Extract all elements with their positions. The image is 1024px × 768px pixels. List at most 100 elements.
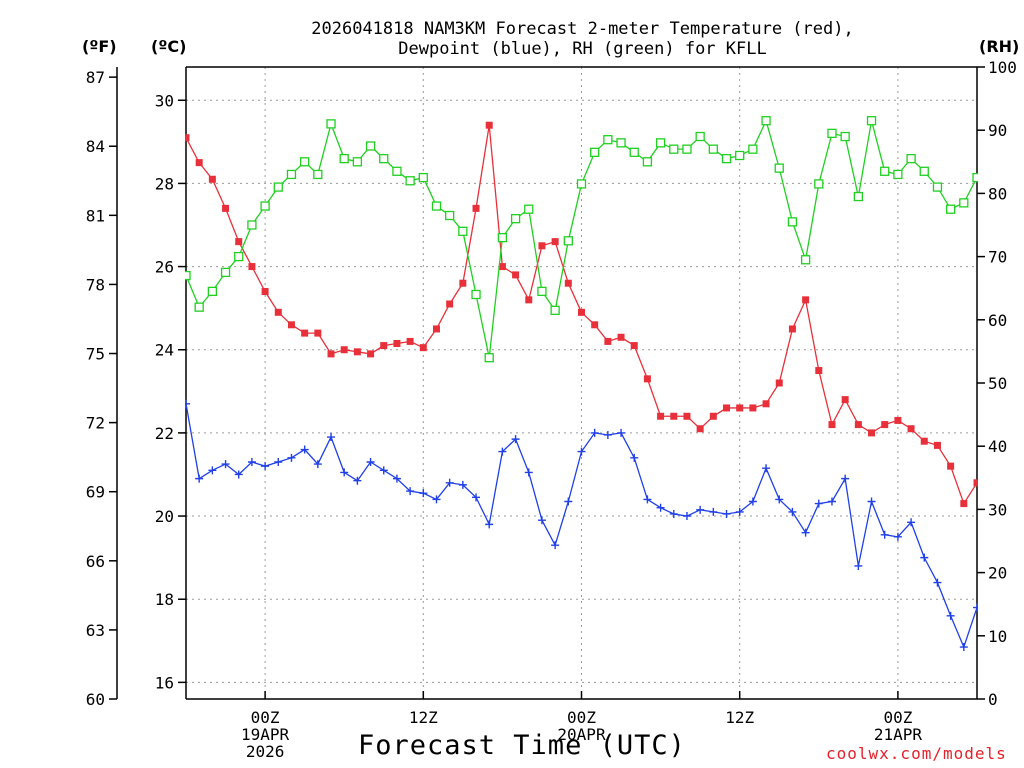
2-meter-temperature-point (578, 308, 585, 316)
dewpoint-point (472, 493, 481, 502)
dewpoint-point (827, 497, 836, 506)
rh-point (326, 119, 336, 129)
rh-tick-label: 30 (988, 500, 1007, 519)
rh-point (629, 147, 639, 157)
dewpoint-point (933, 578, 942, 587)
dewpoint-point (247, 458, 256, 466)
2-meter-temperature-point (868, 429, 876, 437)
2-meter-temperature-point (498, 263, 506, 271)
2-meter-temperature-point (261, 288, 269, 296)
2-meter-temperature-point (301, 329, 309, 337)
dewpoint-point (722, 509, 731, 518)
x-tick-label: 00Z (567, 708, 596, 727)
2-meter-temperature-point (538, 242, 546, 250)
dewpoint-point (854, 561, 863, 570)
x-tick-label: 20APR (557, 725, 606, 744)
rh-tick-label: 40 (988, 437, 1007, 456)
x-tick-label: 00Z (251, 708, 280, 727)
dewpoint-point (498, 447, 507, 456)
2-meter-temperature-point (907, 425, 915, 433)
dewpoint-point (261, 462, 270, 471)
2-meter-temperature-point (683, 412, 691, 420)
2-meter-temperature-point (327, 350, 335, 358)
dewpoint-point (379, 466, 388, 475)
rh-tick-label: 50 (988, 374, 1007, 393)
2-meter-temperature-point (762, 400, 770, 408)
celsius-tick-label: 20 (155, 507, 174, 526)
rh-point (352, 157, 363, 167)
dewpoint-point (669, 509, 678, 518)
dewpoint-series (185, 399, 978, 652)
dewpoint-point (340, 468, 349, 477)
rh-point (365, 141, 376, 151)
2-meter-temperature-point (617, 333, 625, 341)
rh-tick-label: 100 (988, 58, 1017, 77)
2-meter-temperature-point (432, 325, 440, 333)
rh-point (919, 166, 929, 176)
rh-point (339, 153, 349, 164)
x-tick-label: 00Z (883, 708, 912, 727)
2-meter-temperature-point (960, 500, 968, 508)
celsius-tick-label: 30 (155, 91, 174, 110)
fahrenheit-tick-label: 69 (86, 483, 105, 502)
2-meter-temperature-point (446, 300, 454, 308)
dewpoint-point (867, 497, 876, 506)
rh-point (932, 182, 943, 192)
rh-point (550, 305, 560, 315)
2-meter-temperature-point (287, 321, 295, 329)
2-meter-temperature-point (788, 325, 796, 333)
rh-point (563, 236, 573, 246)
rh-point (537, 286, 547, 297)
dewpoint-point (208, 466, 217, 475)
2-meter-temperature-point (222, 204, 230, 212)
rh-tick-label: 90 (988, 121, 1007, 140)
celsius-unit-label: (ºC) (151, 37, 187, 56)
rh-point (708, 144, 718, 154)
2-meter-temperature-point (248, 263, 256, 271)
2-meter-temperature-point (815, 367, 823, 375)
chart-title-line-2: Dewpoint (blue), RH (green) for KFLL (398, 39, 767, 59)
rh-point (840, 131, 850, 142)
rh-point (445, 210, 455, 221)
rh-point (379, 153, 389, 164)
dewpoint-point (735, 507, 744, 516)
dewpoint-point (221, 460, 230, 469)
2-meter-temperature-point (380, 342, 388, 350)
dewpoint-point (959, 643, 968, 652)
rh-line (185, 118, 978, 358)
2-meter-temperature-point (406, 337, 414, 345)
fahrenheit-tick-label: 63 (86, 621, 105, 640)
dewpoint-point (511, 435, 520, 444)
rh-tick-label: 60 (988, 311, 1007, 330)
dewpoint-point (432, 495, 441, 504)
dewpoint-point (366, 458, 375, 466)
2-meter-temperature-point (802, 296, 810, 304)
2-meter-temperature-point (340, 346, 348, 354)
dewpoint-point (946, 611, 955, 620)
rh-tick-label: 0 (988, 690, 998, 709)
rh-point (497, 232, 508, 243)
fahrenheit-tick-label: 84 (86, 137, 105, 156)
dewpoint-point (195, 474, 204, 483)
2-meter-temperature-point (920, 437, 928, 445)
dewpoint-point (630, 453, 639, 462)
rh-tick-label: 20 (988, 564, 1007, 583)
rh-point (405, 176, 415, 186)
2-meter-temperature-point (881, 421, 889, 429)
dewpoint-point (841, 474, 850, 483)
2-meter-temperature-point (419, 344, 427, 352)
2-meter-temperature-point (393, 340, 401, 347)
rh-point (814, 179, 824, 189)
2-meter-temperature-point (696, 425, 704, 433)
dewpoint-point (893, 532, 902, 541)
dewpoint-point (801, 528, 810, 537)
rh-point (616, 138, 626, 148)
dewpoint-point (287, 453, 296, 462)
dewpoint-point (458, 480, 467, 489)
dewpoint-point (274, 458, 283, 466)
dewpoint-point (300, 445, 309, 454)
2-meter-temperature-point (736, 404, 744, 412)
dewpoint-point (234, 470, 243, 479)
dewpoint-point (709, 507, 718, 516)
